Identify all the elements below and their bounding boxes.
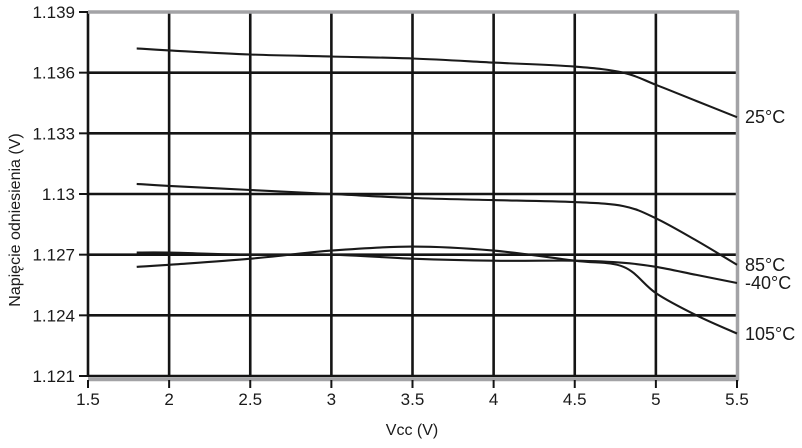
x-tick-label: 3.5 bbox=[401, 390, 425, 409]
series-line-25-c bbox=[136, 47, 738, 119]
y-tick-label: 1.136 bbox=[32, 64, 75, 83]
series-label-85-c: 85°C bbox=[745, 254, 786, 275]
series-label-40-c: -40°C bbox=[745, 272, 792, 293]
y-axis-title: Napięcie odniesienia (V) bbox=[7, 133, 24, 307]
series-label-25-c: 25°C bbox=[745, 107, 786, 128]
y-tick-label: 1.13 bbox=[42, 185, 75, 204]
x-tick-label: 4 bbox=[489, 390, 498, 409]
y-tick-label: 1.127 bbox=[32, 246, 75, 265]
x-axis-title: Vcc (V) bbox=[385, 422, 439, 439]
x-tick-label: 5.5 bbox=[725, 390, 749, 409]
y-tick-label: 1.124 bbox=[32, 306, 75, 325]
x-tick-label: 2.5 bbox=[238, 390, 262, 409]
series-line-85-c bbox=[136, 182, 738, 266]
x-tick-label: 5 bbox=[651, 390, 660, 409]
series-line-40-c bbox=[136, 251, 738, 285]
x-tick-label: 1.5 bbox=[76, 390, 100, 409]
x-tick-label: 2 bbox=[164, 390, 173, 409]
x-tick-label: 4.5 bbox=[563, 390, 587, 409]
series-label-105-c: 105°C bbox=[745, 323, 796, 344]
series-line-105-c bbox=[136, 245, 738, 335]
y-tick-label: 1.139 bbox=[32, 3, 75, 22]
y-tick-label: 1.133 bbox=[32, 124, 75, 143]
x-tick-label: 3 bbox=[327, 390, 336, 409]
y-tick-label: 1.121 bbox=[32, 367, 75, 386]
